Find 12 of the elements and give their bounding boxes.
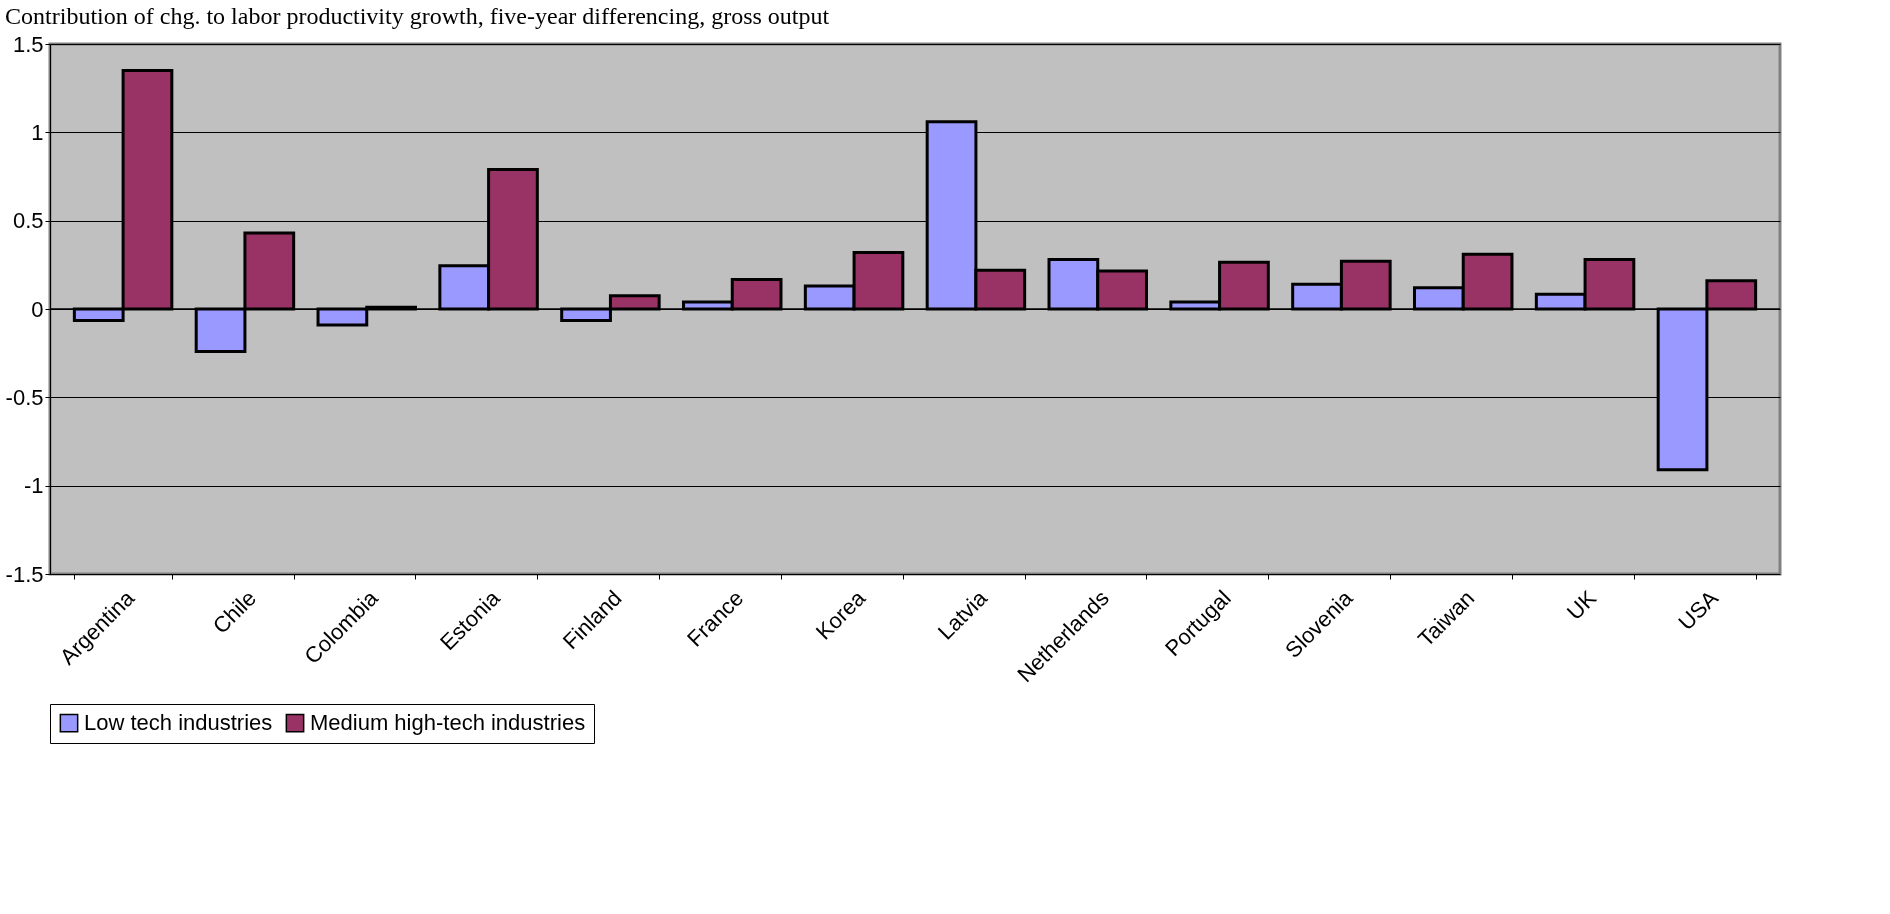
chart-title: Contribution of chg. to labor productivity growth, five-year differencing, gross output [5,3,830,29]
y-tick-label: -1.5 [5,561,44,587]
y-tick-label: -0.5 [5,384,44,410]
x-tick-label: UK [1561,585,1602,625]
y-tick-label: 0 [31,296,44,322]
y-tick-label: 1.5 [12,31,44,57]
x-tick-label: USA [1673,585,1724,636]
y-tick-label: -1 [23,473,44,499]
legend-label: Medium high-tech industries [310,710,586,736]
legend-label: Low tech industries [84,710,273,736]
y-tick-label: 1 [31,119,44,145]
y-tick-label: 0.5 [12,208,44,234]
